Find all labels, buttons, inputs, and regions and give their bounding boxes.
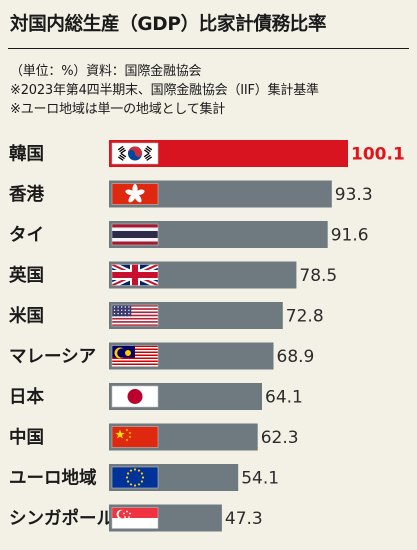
value-label: 68.9 bbox=[277, 347, 315, 367]
category-label: ユーロ地域 bbox=[9, 468, 97, 489]
value-label: 100.1 bbox=[351, 145, 405, 165]
bar-row: ユーロ地域 54.1 bbox=[9, 464, 279, 491]
category-label: 米国 bbox=[9, 306, 44, 327]
category-label: マレーシア bbox=[9, 347, 96, 367]
bar-row: 英国 78.5 bbox=[9, 261, 337, 289]
basis-note: ※2023年第4四半期末、国際金融協会（IIF）集計基準 bbox=[10, 83, 319, 98]
value-label: 93.3 bbox=[335, 185, 373, 205]
value-label: 78.5 bbox=[299, 266, 337, 286]
bar-row: 中国 62.3 bbox=[9, 423, 299, 451]
chart-title: 対国内総生産（GDP）比家計債務比率 bbox=[10, 14, 327, 35]
value-label: 62.3 bbox=[261, 428, 299, 448]
category-label: 英国 bbox=[9, 265, 44, 286]
hong-kong-flag-icon bbox=[111, 183, 159, 205]
euro-area-note: ※ユーロ地域は単一の地域として集計 bbox=[10, 102, 226, 117]
bar-row: 米国 72.8 bbox=[9, 302, 324, 329]
bar-row: 韓国 100.1 bbox=[9, 140, 405, 167]
china-flag-icon bbox=[111, 426, 159, 448]
category-label: 香港 bbox=[9, 184, 44, 205]
bar-row: タイ 91.6 bbox=[9, 221, 369, 248]
chart-notes: （単位：%）資料：国際金融協会 ※2023年第4四半期末、国際金融協会（IIF）… bbox=[10, 62, 319, 119]
value-label: 54.1 bbox=[241, 469, 279, 489]
value-label: 64.1 bbox=[265, 388, 303, 408]
bar-row: 香港 93.3 bbox=[9, 180, 373, 208]
title-divider bbox=[8, 48, 409, 49]
unit-source-note: （単位：%）資料：国際金融協会 bbox=[10, 64, 202, 79]
eu-flag-icon bbox=[111, 466, 159, 489]
value-label: 47.3 bbox=[225, 509, 263, 529]
usa-flag-icon bbox=[111, 304, 159, 327]
value-label: 72.8 bbox=[286, 307, 324, 327]
singapore-flag-icon bbox=[111, 507, 159, 529]
category-label: 日本 bbox=[9, 387, 44, 408]
bar-row: 日本 64.1 bbox=[9, 383, 303, 410]
japan-flag-icon bbox=[111, 385, 159, 408]
thailand-flag-icon bbox=[111, 223, 159, 246]
bar-row: シンガポール 47.3 bbox=[9, 504, 263, 532]
category-label: シンガポール bbox=[9, 508, 114, 529]
category-label: 韓国 bbox=[9, 144, 44, 165]
uk-flag-icon bbox=[111, 264, 159, 286]
value-label: 91.6 bbox=[331, 226, 369, 246]
category-label: タイ bbox=[9, 226, 44, 246]
category-label: 中国 bbox=[9, 427, 44, 448]
korea-flag-icon bbox=[111, 142, 159, 165]
malaysia-flag-icon bbox=[111, 345, 159, 367]
bar-row: マレーシア 68.9 bbox=[9, 342, 315, 370]
